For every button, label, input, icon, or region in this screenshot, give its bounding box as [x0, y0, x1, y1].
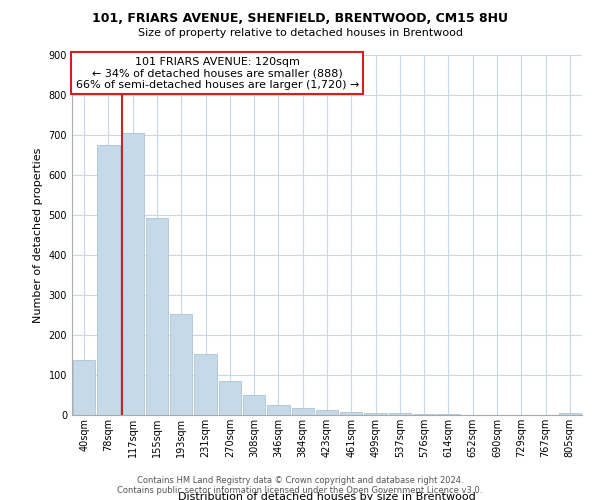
Bar: [97, 145, 119, 415]
Y-axis label: Number of detached properties: Number of detached properties: [33, 148, 43, 322]
Bar: [73, 360, 95, 415]
Text: 101, FRIARS AVENUE, SHENFIELD, BRENTWOOD, CM15 8HU: 101, FRIARS AVENUE, SHENFIELD, BRENTWOOD…: [92, 12, 508, 26]
Bar: [170, 314, 193, 415]
Bar: [316, 410, 338, 415]
Bar: [292, 408, 314, 415]
Text: Size of property relative to detached houses in Brentwood: Size of property relative to detached ho…: [137, 28, 463, 38]
Bar: [389, 414, 411, 415]
Bar: [340, 412, 362, 415]
Bar: [243, 395, 265, 415]
X-axis label: Distribution of detached houses by size in Brentwood: Distribution of detached houses by size …: [178, 492, 476, 500]
Bar: [122, 132, 144, 415]
Bar: [218, 381, 241, 415]
Text: Contains HM Land Registry data © Crown copyright and database right 2024.
Contai: Contains HM Land Registry data © Crown c…: [118, 476, 482, 495]
Bar: [559, 413, 581, 415]
Bar: [413, 414, 436, 415]
Bar: [437, 414, 460, 415]
Bar: [194, 354, 217, 415]
Bar: [267, 405, 290, 415]
Bar: [146, 218, 168, 415]
Text: 101 FRIARS AVENUE: 120sqm
← 34% of detached houses are smaller (888)
66% of semi: 101 FRIARS AVENUE: 120sqm ← 34% of detac…: [76, 57, 359, 90]
Bar: [364, 413, 387, 415]
